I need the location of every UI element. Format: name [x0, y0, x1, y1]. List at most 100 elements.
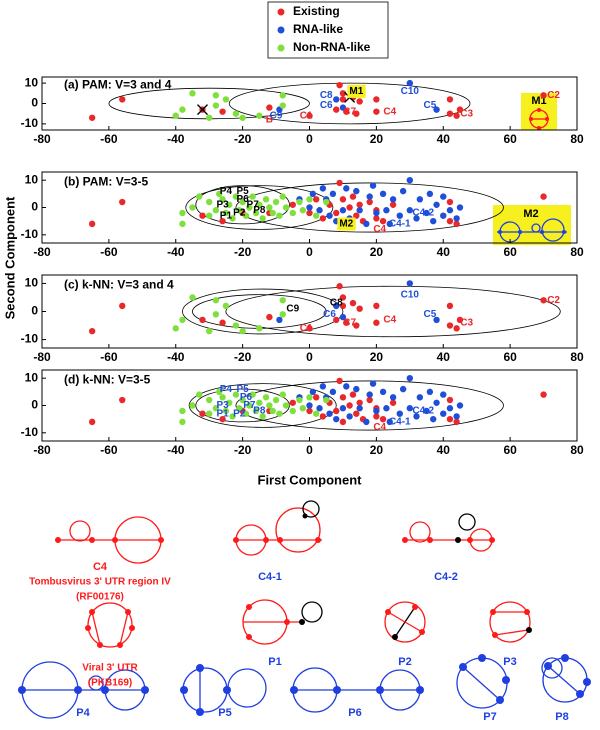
point — [266, 204, 273, 211]
point-label: C4 — [383, 106, 396, 117]
structure-glyphs — [18, 500, 591, 719]
point — [279, 311, 286, 318]
x-tick-label: -20 — [234, 245, 252, 259]
point — [399, 187, 407, 195]
point — [373, 209, 380, 217]
point — [339, 418, 347, 426]
point — [199, 212, 206, 219]
x-tick-label: 0 — [306, 350, 313, 364]
point — [309, 388, 317, 396]
structure-caption: Tombusvirus 3' UTR region IV — [29, 577, 171, 588]
point — [272, 396, 280, 404]
point — [246, 204, 253, 211]
point-label: C1 — [300, 110, 313, 121]
point-label: C2 — [547, 90, 560, 101]
structure-label: P2 — [398, 656, 411, 668]
x-tick-label: 60 — [503, 350, 517, 364]
point — [323, 396, 330, 404]
panel-title: (d) k-NN: V=3-5 — [64, 372, 151, 386]
point-label: C9 — [270, 110, 283, 121]
point — [212, 311, 220, 318]
point — [232, 193, 240, 200]
point — [389, 399, 397, 406]
cluster-center — [197, 104, 208, 116]
point — [540, 193, 547, 200]
point-label: C2 — [547, 295, 560, 306]
point-label: C4 — [373, 422, 386, 433]
point — [306, 209, 313, 217]
y-tick-label: 10 — [25, 370, 39, 384]
structure-label: C4-2 — [434, 571, 458, 583]
point — [289, 407, 296, 415]
point — [446, 405, 454, 412]
point — [179, 407, 186, 415]
cluster-ellipse — [185, 185, 334, 230]
point — [172, 325, 179, 332]
point — [399, 385, 407, 393]
x-tick-label: 0 — [306, 443, 313, 457]
point — [199, 316, 206, 324]
x-tick-label: 20 — [370, 443, 384, 457]
point — [236, 207, 243, 214]
point — [299, 405, 307, 412]
legend-label: RNA-like — [293, 22, 343, 36]
point — [239, 114, 246, 121]
point — [316, 405, 323, 412]
point — [88, 220, 96, 228]
point — [289, 201, 296, 208]
point-label: C4-2 — [412, 208, 434, 219]
point — [456, 402, 464, 409]
x-tick-label: -40 — [167, 350, 185, 364]
point — [339, 302, 347, 310]
point — [453, 112, 460, 119]
point-label: C4-1 — [389, 219, 411, 230]
point — [353, 410, 360, 417]
point — [339, 394, 347, 401]
x-tick-label: -80 — [33, 245, 51, 259]
cluster-ellipse — [195, 185, 290, 225]
point — [446, 322, 454, 329]
x-tick-label: 40 — [437, 350, 451, 364]
point — [299, 207, 307, 214]
point — [216, 190, 223, 198]
structure-label: P1 — [268, 656, 281, 668]
point-label: P7 — [247, 199, 260, 210]
point — [430, 217, 437, 225]
point — [236, 405, 243, 412]
point — [212, 297, 220, 304]
point — [373, 413, 380, 420]
point — [222, 96, 230, 103]
point-label: P4 — [220, 186, 233, 197]
point — [329, 190, 337, 198]
structure-label: P5 — [218, 707, 231, 719]
point — [346, 402, 353, 409]
x-tick-label: -60 — [100, 132, 118, 146]
point — [349, 299, 357, 307]
legend-marker — [277, 26, 285, 34]
point — [333, 302, 340, 310]
point — [279, 193, 286, 200]
point — [353, 385, 360, 393]
point — [453, 325, 460, 332]
point-label: P1 — [220, 210, 233, 221]
cluster-ellipse — [195, 388, 290, 423]
point — [212, 207, 220, 214]
point — [406, 79, 414, 87]
structure-label: P3 — [503, 656, 516, 668]
point — [379, 388, 387, 396]
point — [343, 185, 350, 192]
point — [296, 198, 303, 206]
point — [205, 114, 213, 121]
point — [279, 92, 286, 99]
inset-label: M2 — [523, 208, 538, 220]
point — [413, 215, 420, 222]
point — [232, 391, 240, 398]
point — [406, 280, 414, 287]
point — [440, 212, 447, 219]
center-stroke — [197, 104, 208, 116]
x-tick-label: -40 — [167, 132, 185, 146]
panel-title: (b) PAM: V=3-5 — [64, 174, 148, 188]
point — [276, 212, 283, 219]
point — [279, 391, 286, 398]
point — [416, 394, 424, 401]
